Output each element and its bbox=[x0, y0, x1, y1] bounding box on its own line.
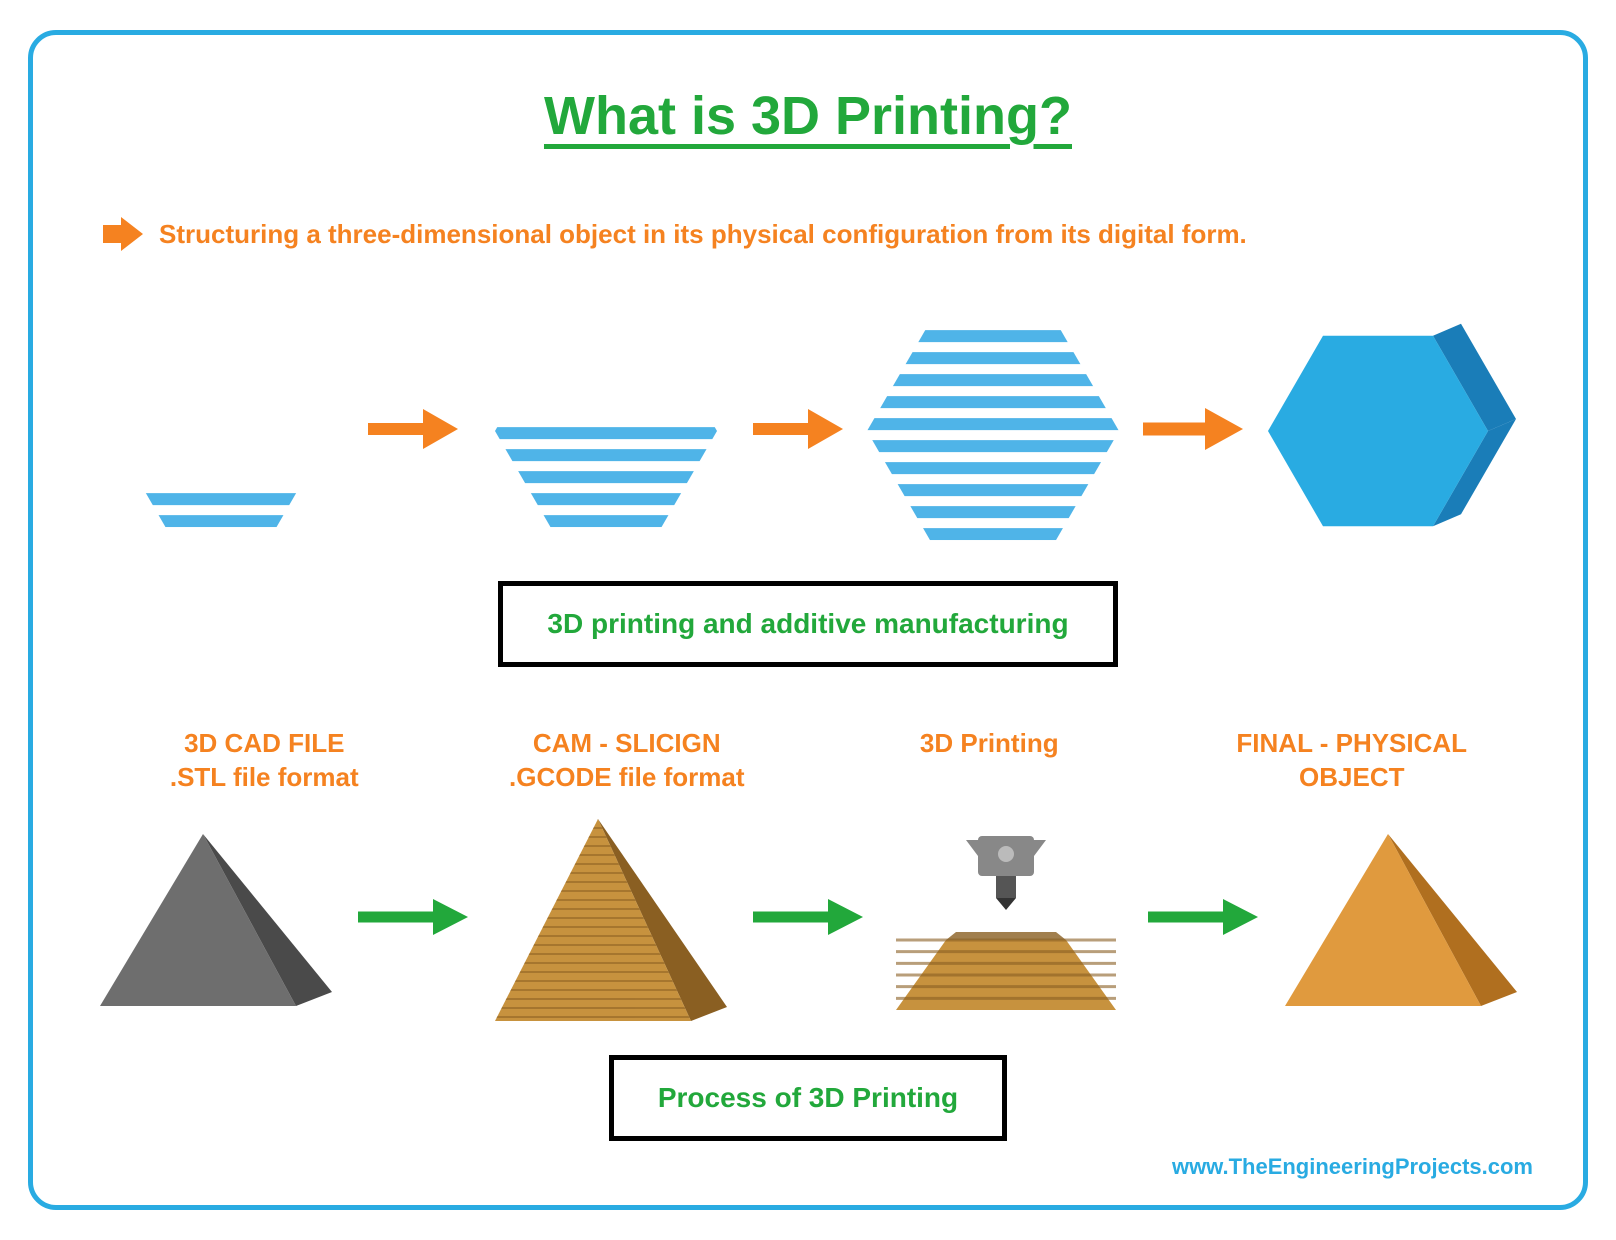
main-title: What is 3D Printing? bbox=[83, 85, 1533, 147]
arrow-icon bbox=[743, 405, 853, 458]
proc-line1: CAM - SLICIGN bbox=[533, 728, 721, 758]
hex-buildup-row bbox=[83, 301, 1533, 561]
additive-mfg-label: 3D printing and additive manufacturing bbox=[498, 581, 1117, 667]
proc-line1: 3D CAD FILE bbox=[184, 728, 344, 758]
arrow-icon bbox=[348, 897, 478, 942]
bullet-arrow-icon bbox=[103, 217, 143, 251]
infographic-frame: What is 3D Printing? Structuring a three… bbox=[28, 30, 1588, 1210]
process-step-label: 3D CAD FILE .STL file format bbox=[114, 727, 414, 795]
arrow-icon bbox=[1138, 897, 1268, 942]
proc-line2: OBJECT bbox=[1299, 762, 1404, 792]
process-step-label: 3D Printing bbox=[839, 727, 1139, 795]
process-step-label: FINAL - PHYSICAL OBJECT bbox=[1202, 727, 1502, 795]
proc-line1: FINAL - PHYSICAL bbox=[1236, 728, 1467, 758]
pyramid-sliced bbox=[478, 805, 743, 1035]
hex-stage-3 bbox=[853, 301, 1133, 561]
tagline-text: Structuring a three-dimensional object i… bbox=[159, 219, 1247, 250]
hex-stage-1 bbox=[83, 316, 358, 546]
footer-link[interactable]: www.TheEngineeringProjects.com bbox=[1172, 1154, 1533, 1180]
arrow-icon bbox=[1133, 404, 1253, 459]
hex-stage-4 bbox=[1253, 301, 1533, 561]
proc-line1: 3D Printing bbox=[920, 728, 1059, 758]
proc-line2: .GCODE file format bbox=[509, 762, 744, 792]
arrow-icon bbox=[743, 897, 873, 942]
process-step-label: CAM - SLICIGN .GCODE file format bbox=[477, 727, 777, 795]
hex-stage-2 bbox=[468, 316, 743, 546]
pyramid-cad bbox=[83, 820, 348, 1020]
pyramid-final bbox=[1268, 820, 1533, 1020]
proc-line2: .STL file format bbox=[170, 762, 359, 792]
process-labels-row: 3D CAD FILE .STL file format CAM - SLICIGN… bbox=[83, 727, 1533, 795]
box2-row: Process of 3D Printing bbox=[83, 1055, 1533, 1141]
pyramid-process-row bbox=[83, 805, 1533, 1035]
arrow-icon bbox=[358, 405, 468, 458]
pyramid-printing bbox=[873, 810, 1138, 1030]
tagline-row: Structuring a three-dimensional object i… bbox=[103, 217, 1533, 251]
box1-row: 3D printing and additive manufacturing bbox=[83, 581, 1533, 667]
process-label: Process of 3D Printing bbox=[609, 1055, 1007, 1141]
